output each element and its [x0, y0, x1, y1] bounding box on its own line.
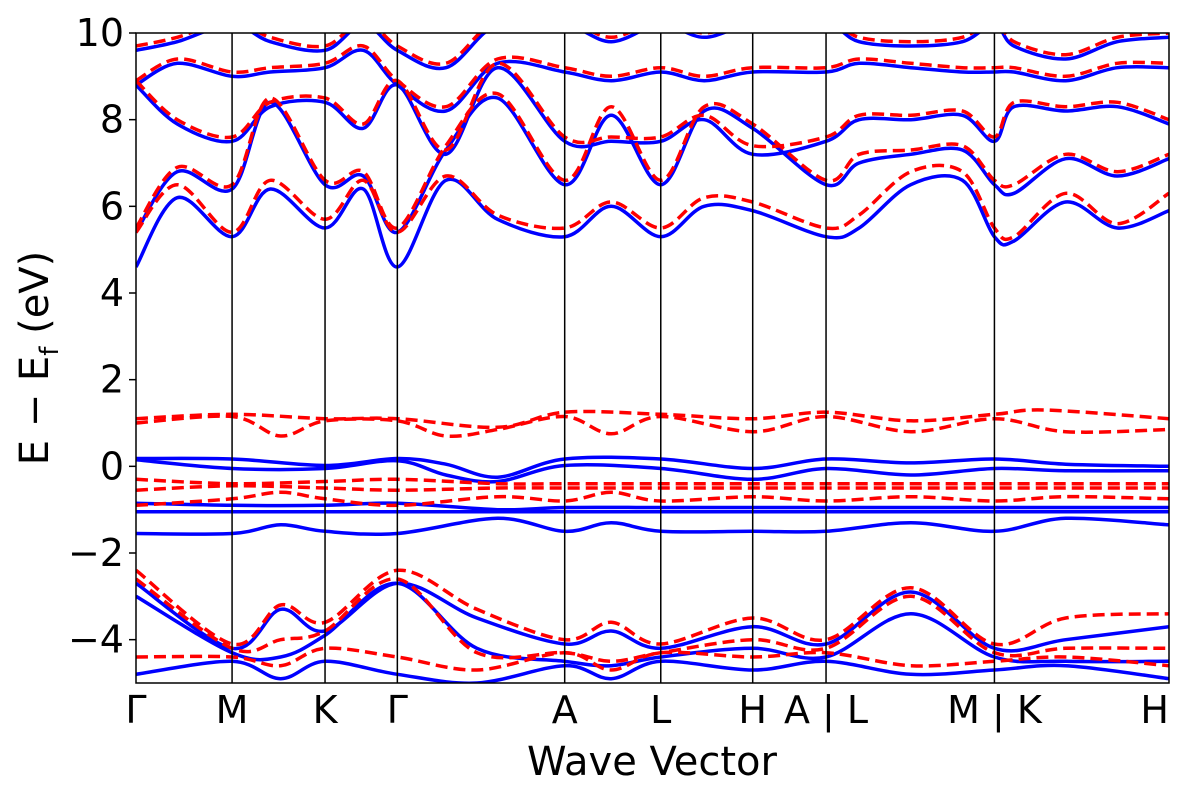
- y-tick-label: 8: [100, 98, 124, 142]
- x-tick-label: H: [1140, 688, 1169, 732]
- band-lines: [136, 33, 1169, 683]
- band-line-dashed: [136, 163, 1169, 242]
- x-axis-label: Wave Vector: [527, 739, 778, 785]
- band-line-solid: [136, 501, 1169, 512]
- y-axis-label: E − Ef (eV): [12, 251, 65, 466]
- band-line-solid: [136, 581, 1169, 668]
- band-line-solid: [136, 95, 1169, 235]
- y-tick-label: 2: [100, 358, 124, 402]
- y-axis-label-subscript: f: [35, 346, 65, 356]
- plot-frame: [135, 32, 1170, 684]
- band-line-dashed: [136, 646, 1169, 672]
- y-tick-label: −4: [68, 618, 124, 662]
- y-tick-label: −2: [68, 531, 124, 575]
- x-tick-label: K: [313, 688, 339, 732]
- y-tick-label: 4: [100, 271, 124, 315]
- x-tick-label: Γ: [387, 688, 408, 732]
- band-line-dashed: [136, 408, 1169, 430]
- band-line-solid: [136, 581, 1169, 653]
- x-tick-label: A: [552, 688, 578, 732]
- band-line-solid: [136, 659, 1169, 683]
- band-line-dashed: [136, 568, 1169, 647]
- x-tick-label: L: [650, 688, 671, 732]
- x-tick-label: Γ: [125, 688, 146, 732]
- x-tick-label: M: [216, 688, 249, 732]
- y-axis: −4 −2 0 2 4 6 8 10: [68, 11, 136, 662]
- y-tick-label: 6: [100, 184, 124, 228]
- band-line-dashed: [136, 490, 1169, 508]
- band-line-dashed: [136, 91, 1169, 230]
- band-line-dashed: [136, 61, 1169, 152]
- x-axis: Γ M K Γ A L H A | L M | K H: [125, 688, 1169, 733]
- high-symmetry-lines: [231, 33, 996, 683]
- band-line-solid: [136, 33, 1169, 71]
- band-line-dashed: [136, 484, 1169, 492]
- x-tick-label: M | K: [947, 688, 1043, 733]
- x-tick-label: H: [738, 688, 767, 732]
- band-line-dashed: [136, 33, 1169, 66]
- y-tick-label: 0: [100, 444, 124, 488]
- band-line-dashed: [136, 477, 1169, 486]
- y-tick-label: 10: [76, 11, 124, 55]
- band-line-dashed: [136, 414, 1169, 439]
- band-line-solid: [136, 516, 1169, 537]
- band-line-dashed: [136, 577, 1169, 664]
- band-line-solid: [136, 65, 1169, 157]
- x-tick-label: A | L: [784, 688, 868, 733]
- band-line-solid: [136, 174, 1169, 269]
